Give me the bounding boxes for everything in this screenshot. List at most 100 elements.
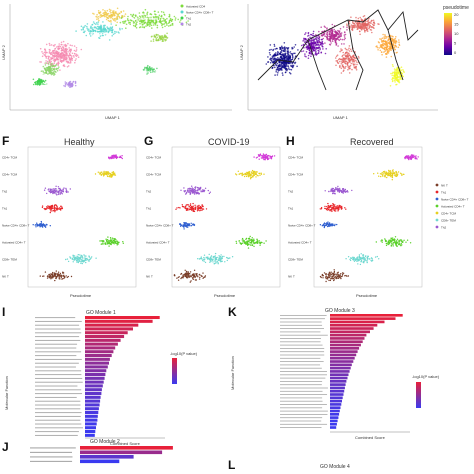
umap-point [50, 51, 53, 54]
umap-point [359, 33, 361, 36]
violin-point [52, 271, 54, 274]
umap-point [109, 26, 112, 29]
umap-point [389, 85, 392, 87]
umap-point [144, 8, 147, 11]
violin-row-label: Th1 [288, 207, 294, 211]
violin-point [360, 253, 362, 255]
violin-point [353, 260, 356, 262]
umap-point [372, 19, 375, 22]
umap-point [326, 28, 328, 30]
violin-point [325, 273, 327, 275]
umap-point [169, 19, 171, 22]
umap-point [282, 57, 284, 60]
umap-point [108, 39, 111, 41]
umap-point [352, 55, 354, 58]
umap-point [346, 24, 348, 27]
go-bar [330, 373, 349, 377]
violin-point [122, 241, 124, 243]
umap-point [394, 78, 397, 81]
violin-point [184, 275, 186, 277]
violin-point [69, 257, 72, 259]
violin-point [193, 207, 195, 209]
umap-point [348, 60, 351, 63]
umap-point [112, 13, 114, 15]
umap-point [48, 71, 51, 73]
umap-point [313, 39, 315, 42]
umap-point [101, 34, 104, 37]
umap-point [154, 71, 156, 73]
umap-point [275, 52, 277, 54]
umap-point [103, 13, 106, 16]
umap-point [67, 62, 69, 64]
violin-point [72, 261, 74, 263]
umap-point [368, 27, 370, 30]
violin-point [404, 157, 406, 160]
violin-point [327, 224, 329, 226]
violin-point [369, 258, 371, 260]
violin-point [336, 207, 338, 210]
umap-point [164, 34, 166, 36]
umap-point [387, 41, 390, 44]
violin-point [214, 261, 216, 263]
violin-point [324, 205, 326, 208]
umap-point [297, 49, 299, 51]
go-bar [330, 353, 357, 357]
violin-point [197, 208, 199, 210]
violin-point [39, 275, 41, 277]
umap-point [344, 61, 346, 64]
umap-point [65, 54, 68, 57]
violin-point [113, 157, 115, 159]
violin-point [214, 258, 216, 260]
umap-point [88, 28, 90, 31]
violin-point [411, 155, 414, 157]
violin-point [189, 188, 191, 190]
umap-point [149, 19, 151, 21]
umap-point [336, 32, 338, 34]
umap-point [160, 37, 163, 39]
violin-point [61, 206, 63, 208]
umap-point [54, 67, 56, 70]
violin-point [338, 191, 341, 193]
violin-row-label: Naive CD4+ CD8+ T [2, 224, 30, 228]
violin-point [371, 259, 374, 262]
umap-point [307, 35, 309, 37]
umap-point [322, 37, 324, 40]
go-title-j: GO Module 2 [90, 439, 120, 445]
violin-point [389, 239, 392, 241]
umap-point [273, 43, 276, 46]
umap-point [144, 66, 146, 69]
violin-point [189, 281, 191, 283]
umap-point [152, 24, 155, 26]
violin-point [57, 193, 59, 196]
umap-point [97, 10, 100, 12]
umap-point [395, 76, 397, 78]
umap-point [71, 59, 73, 61]
violin-point [265, 153, 268, 156]
umap-point [341, 38, 344, 41]
umap-point [389, 48, 391, 51]
violin-point [67, 191, 69, 193]
umap-point [285, 47, 288, 49]
go-term-label [280, 321, 322, 323]
umap-point [174, 19, 177, 21]
umap-point [354, 24, 357, 27]
violin-point [114, 172, 116, 174]
umap-point [112, 33, 115, 36]
violin-point [60, 209, 62, 211]
umap-point [289, 51, 292, 53]
violin-point [202, 208, 205, 210]
umap-point [346, 26, 348, 29]
umap-point [111, 15, 114, 17]
y-axis-label: UMAP 2 [239, 44, 244, 60]
violin-point [366, 261, 368, 263]
umap-point [114, 20, 116, 22]
umap-point [62, 49, 65, 52]
violin-point [327, 223, 329, 225]
umap-point [137, 19, 140, 21]
umap-point [393, 39, 396, 42]
violin-point [265, 157, 268, 159]
violin-point [380, 240, 382, 242]
umap-point [284, 53, 287, 55]
violin-point [194, 206, 197, 208]
go-colorbar-k [416, 382, 421, 408]
